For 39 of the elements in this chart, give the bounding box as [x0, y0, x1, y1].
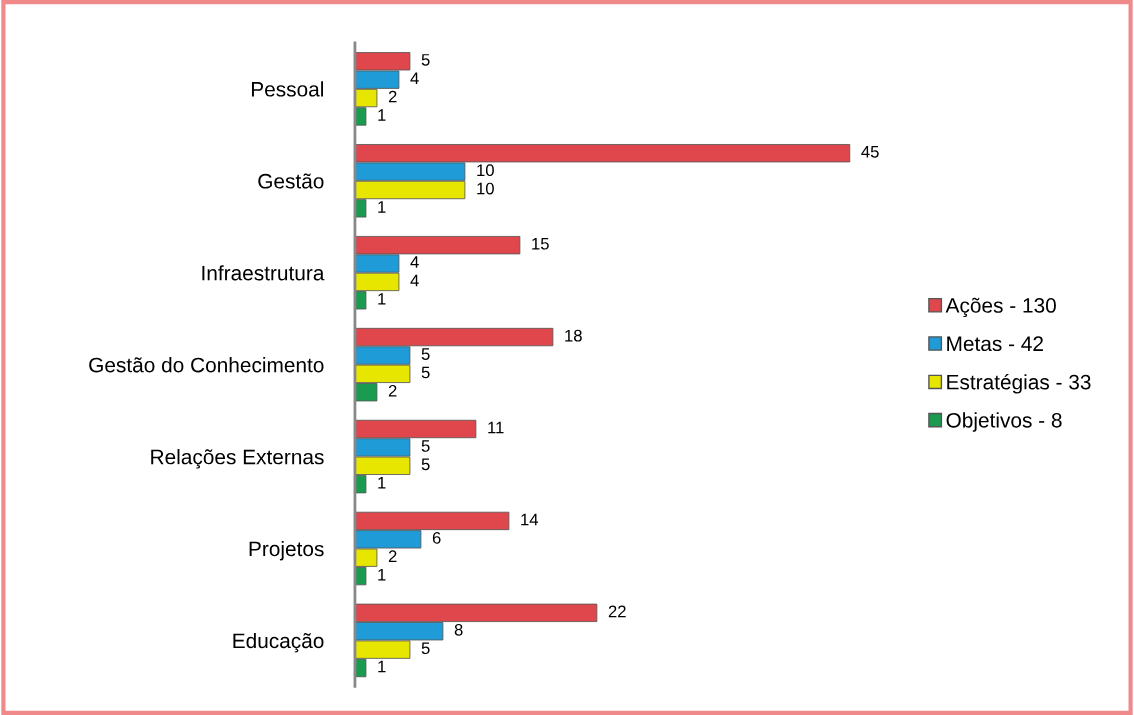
y-tick-label: Educação [233, 632, 324, 653]
y-tick-label: Relações Externas [151, 449, 324, 469]
data-label: 18 [565, 329, 582, 342]
data-label: 1 [378, 109, 386, 121]
data-label: 5 [421, 348, 430, 360]
data-label: 4 [410, 256, 419, 268]
data-label: 5 [421, 54, 430, 66]
data-label: 1 [378, 201, 386, 213]
y-tick-label: Gestão do Conhecimento [89, 357, 324, 373]
data-label: 2 [388, 384, 397, 397]
data-label: 1 [378, 568, 386, 581]
y-tick-label: Projetos [249, 540, 324, 561]
legend-label: Objetivos - 8 [946, 412, 1062, 432]
y-tick-label: Gestão [258, 173, 324, 189]
data-label: 5 [421, 642, 430, 655]
data-label: 4 [410, 274, 419, 287]
data-label: 15 [532, 237, 549, 250]
data-label: 22 [608, 605, 626, 618]
data-label: 5 [421, 366, 430, 379]
legend-label: Ações - 130 [945, 297, 1056, 318]
data-label: 2 [388, 90, 397, 103]
data-label: 1 [378, 660, 386, 673]
data-label: 45 [861, 146, 879, 158]
data-label: 6 [432, 531, 441, 544]
data-label: 10 [477, 164, 494, 177]
y-tick-label: Infraestrutura [202, 265, 325, 281]
data-label: 14 [521, 513, 539, 526]
data-label: 10 [477, 182, 494, 195]
data-label: 11 [488, 421, 504, 434]
data-label: 2 [388, 550, 397, 563]
legend-label: Estratégias - 33 [947, 373, 1091, 394]
legend-label: Metas - 42 [947, 336, 1043, 352]
data-label: 8 [454, 623, 463, 636]
data-label: 1 [378, 293, 386, 305]
y-tick-label: Pessoal [251, 81, 323, 97]
data-label: 1 [378, 477, 386, 489]
data-label: 5 [421, 458, 430, 471]
data-label: 5 [421, 440, 430, 452]
data-label: 4 [410, 72, 419, 84]
